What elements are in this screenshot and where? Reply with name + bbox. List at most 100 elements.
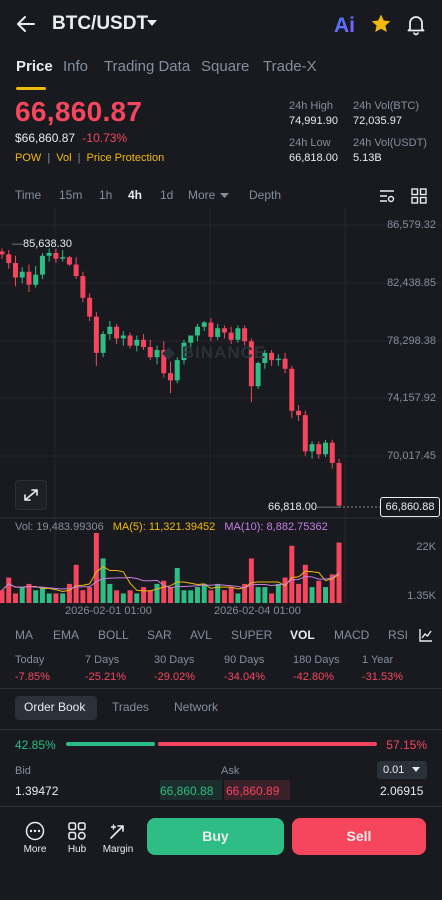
badge-price-protection[interactable]: Price Protection <box>86 152 165 164</box>
candle-body <box>46 252 52 256</box>
indicator-boll[interactable]: BOLL <box>98 628 129 642</box>
more-dots-icon <box>25 821 45 841</box>
candle-body <box>39 255 45 275</box>
volume-bar <box>329 574 335 603</box>
volume-ma-lines <box>1 566 340 593</box>
interval-depth[interactable]: Depth <box>249 188 282 202</box>
indicator-vol[interactable]: VOL <box>290 628 315 642</box>
volume-bar <box>194 587 200 603</box>
buy-button[interactable]: Buy <box>147 818 284 855</box>
layout-grid-icon[interactable] <box>410 187 428 205</box>
indicator-settings-icon[interactable] <box>418 627 434 643</box>
stat-24h-vol-usdt-label: 24h Vol(USDT) <box>353 137 427 149</box>
candle-body <box>12 263 18 278</box>
low-price-marker: 66,818.00—— <box>268 501 339 513</box>
ask-ratio-bar <box>158 742 377 746</box>
interval-1d[interactable]: 1d <box>160 188 174 202</box>
margin-button[interactable]: Margin <box>98 821 138 855</box>
candle-body <box>188 335 194 343</box>
indicator-sar[interactable]: SAR <box>147 628 172 642</box>
bid-qty[interactable]: 1.39472 <box>15 784 59 798</box>
candle-body <box>53 252 59 259</box>
usd-price: $66,860.87 <box>15 131 76 145</box>
candle-body <box>6 254 12 264</box>
candle-body <box>134 339 140 346</box>
chart-settings-icon[interactable] <box>378 187 396 205</box>
indicator-macd[interactable]: MACD <box>334 628 370 642</box>
hub-button[interactable]: Hub <box>57 821 97 855</box>
tab-trade-x[interactable]: Trade-X <box>263 58 317 75</box>
hub-grid-icon <box>68 822 86 840</box>
chevron-down-icon <box>412 767 420 772</box>
y-tick: 82,438.85 <box>387 277 436 289</box>
fullscreen-button[interactable] <box>15 480 47 510</box>
candle-body <box>208 322 214 337</box>
ai-assistant-icon[interactable]: Ai <box>333 11 357 37</box>
tab-info[interactable]: Info <box>63 58 89 75</box>
y-tick: 78,298.38 <box>387 335 436 347</box>
volume-axis-tick: 22K <box>416 541 436 553</box>
interval-15m[interactable]: 15m <box>59 188 83 202</box>
star-favorite-icon[interactable] <box>369 12 393 36</box>
expand-icon <box>24 489 38 501</box>
badge-pow[interactable]: POW <box>15 152 42 164</box>
tab-trading-data[interactable]: Trading Data <box>104 58 191 75</box>
active-tab-indicator <box>16 87 46 90</box>
volume-bar <box>39 587 45 603</box>
ask-qty[interactable]: 2.06915 <box>380 784 424 798</box>
indicator-avl[interactable]: AVL <box>190 628 212 642</box>
volume-legend: Vol: 19,483.99306 MA(5): 11,321.39452 MA… <box>15 521 328 533</box>
tab-trades[interactable]: Trades <box>112 700 149 714</box>
candle-body <box>73 264 79 277</box>
kline-chart[interactable] <box>0 208 442 608</box>
volume-bar <box>141 587 147 603</box>
more-button[interactable]: More <box>15 821 55 855</box>
bid-ratio-percent: 42.85% <box>15 738 56 752</box>
interval-more[interactable]: More <box>188 188 216 202</box>
tab-network[interactable]: Network <box>174 700 219 714</box>
badge-vol[interactable]: Vol <box>56 152 72 164</box>
tick-size-select[interactable]: 0.01 <box>377 761 427 779</box>
candle-body <box>282 358 288 369</box>
candle-body <box>255 363 261 387</box>
x-axis-date: 2026-02-01 01:00 <box>65 605 152 617</box>
volume-bar <box>26 583 32 603</box>
volume-bar <box>120 593 126 603</box>
tab-price[interactable]: Price <box>16 58 53 75</box>
volume-bar <box>134 593 140 603</box>
pair-selector[interactable]: BTC/USDT <box>52 13 149 34</box>
tab-order-book[interactable]: Order Book <box>24 700 86 714</box>
tab-square[interactable]: Square <box>201 58 250 75</box>
indicator-rsi[interactable]: RSI <box>388 628 409 642</box>
volume-bar <box>336 542 342 603</box>
indicator-ema[interactable]: EMA <box>53 628 80 642</box>
back-arrow-icon[interactable] <box>14 12 38 36</box>
candle-body <box>289 368 295 411</box>
bid-price[interactable]: 66,860.88 <box>160 784 214 798</box>
header: BTC/USDT Ai <box>0 0 442 50</box>
candle-body <box>174 360 180 381</box>
candle-body <box>309 444 315 452</box>
ask-price[interactable]: 66,860.89 <box>226 784 280 798</box>
sell-button[interactable]: Sell <box>292 818 426 855</box>
volume-bar <box>289 545 295 603</box>
indicator-super[interactable]: SUPER <box>231 628 273 642</box>
chevron-down-icon[interactable] <box>146 18 158 28</box>
more-caret-icon[interactable] <box>220 193 229 199</box>
interval-1h[interactable]: 1h <box>99 188 113 202</box>
volume-bar <box>60 593 66 603</box>
divider <box>0 729 442 730</box>
interval-4h[interactable]: 4h <box>128 188 143 202</box>
candle-body <box>141 339 147 348</box>
perf-label: 1 Year <box>362 654 394 666</box>
bid-ratio-bar <box>66 742 155 746</box>
candle-body <box>60 257 66 259</box>
bell-notification-icon[interactable] <box>404 12 428 36</box>
chart-grid <box>0 208 442 603</box>
stat-24h-low: 66,818.00 <box>289 152 338 164</box>
interval-time[interactable]: Time <box>15 188 42 202</box>
y-tick: 74,157.92 <box>387 392 436 404</box>
indicator-ma[interactable]: MA <box>15 628 33 642</box>
volume-bar <box>188 590 194 603</box>
volume-ma5: MA(5): 11,321.39452 <box>112 521 216 533</box>
